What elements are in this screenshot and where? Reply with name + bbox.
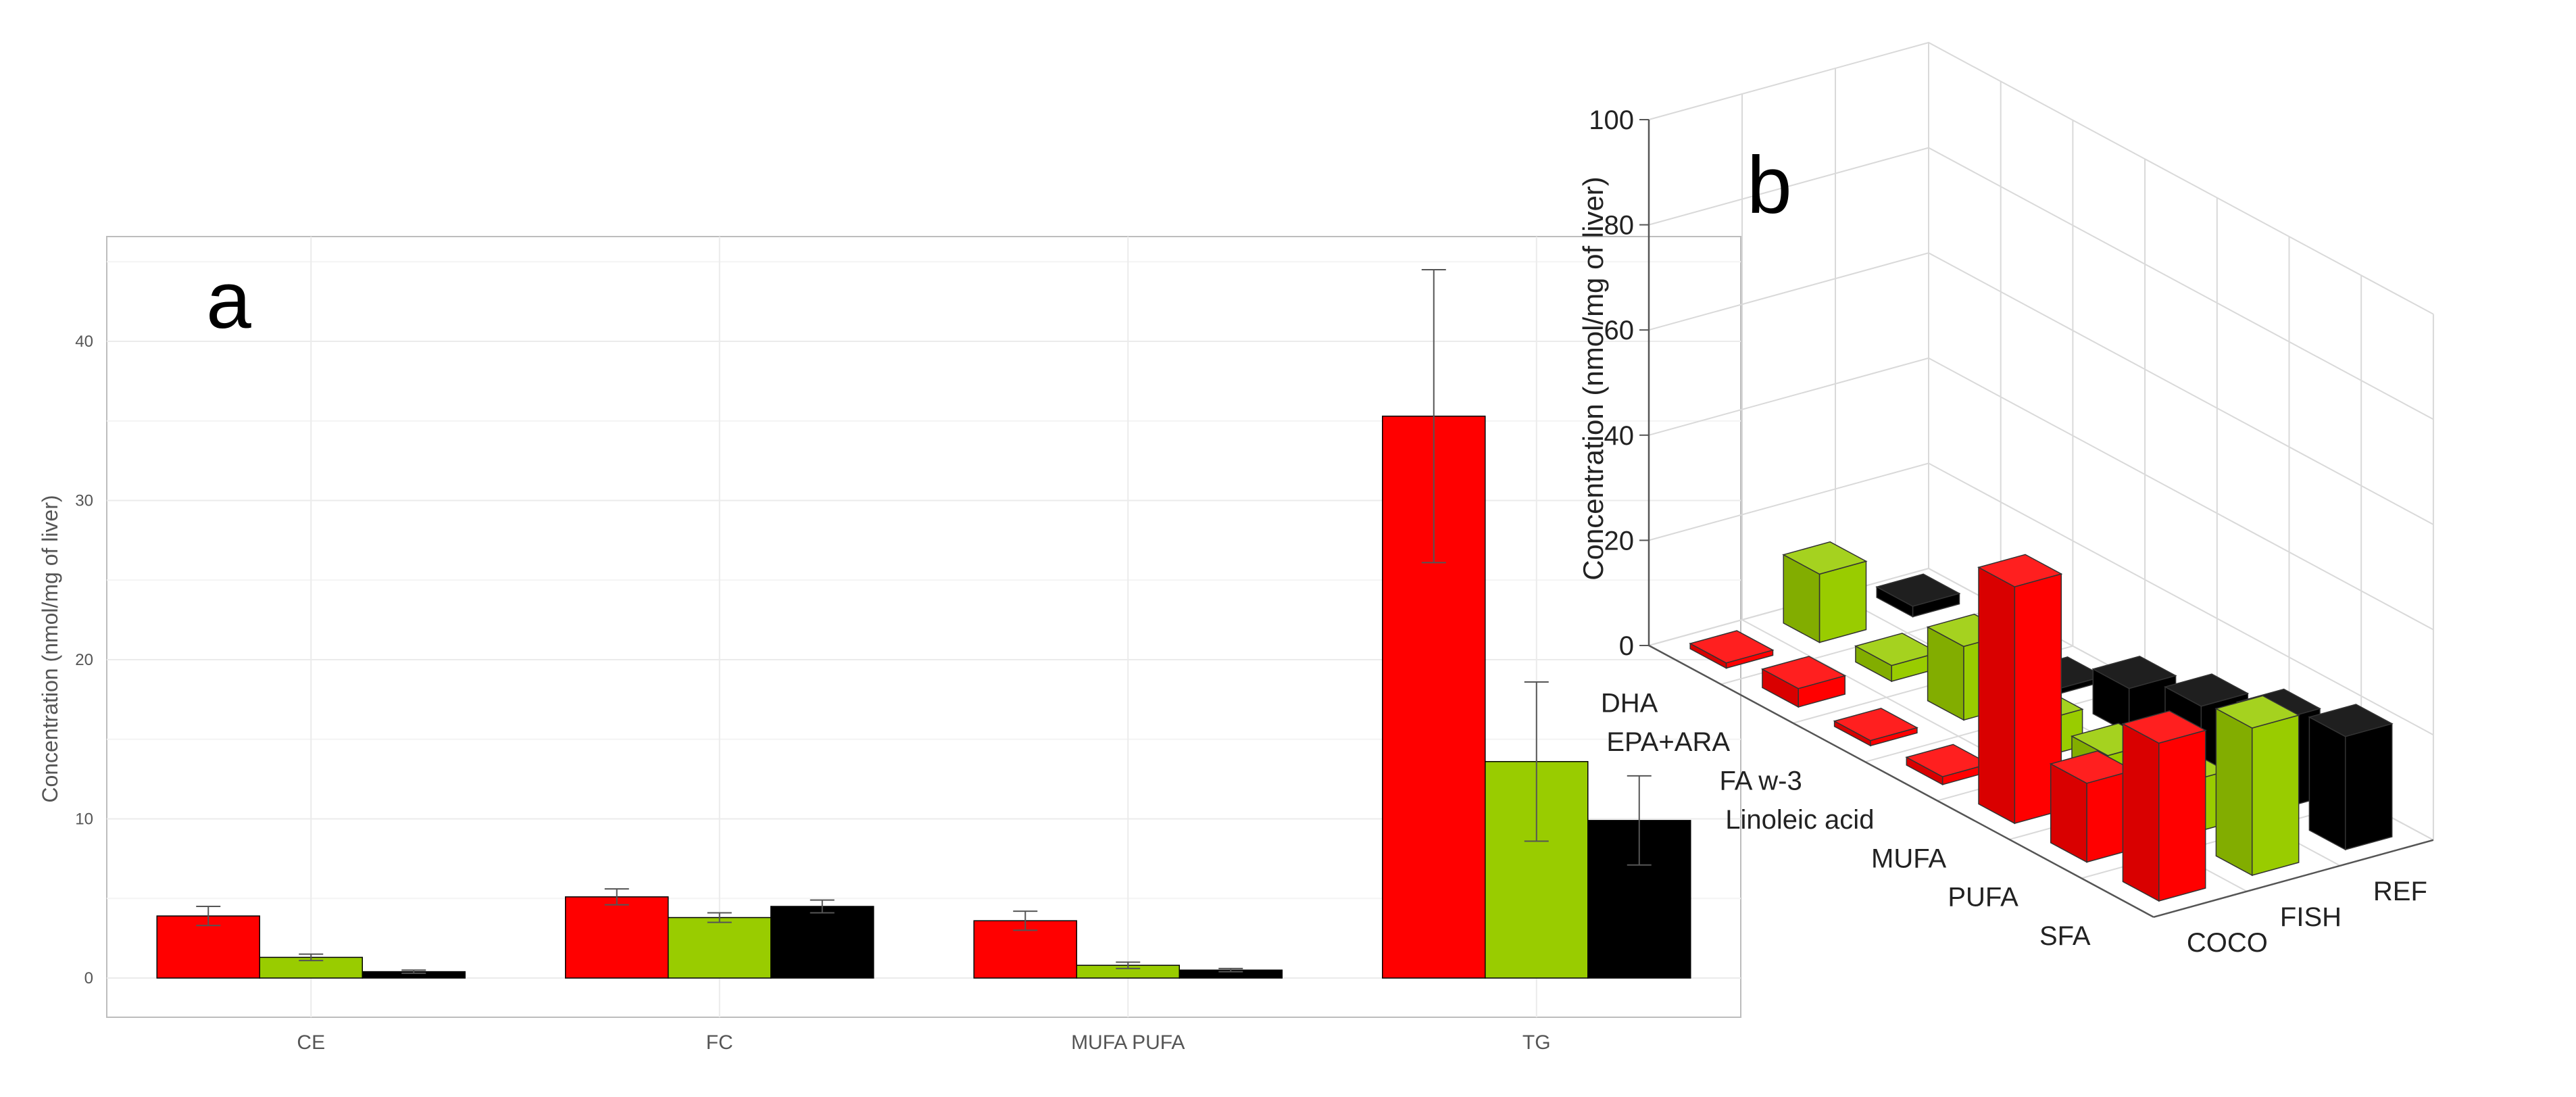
- panel-b-z-ticks: 0 20 40 60 80 100: [1589, 105, 1649, 661]
- panel-b-3d-bar-chart: 0 20 40 60 80 100 DHA EPA+ARA FA w-3 Linoleic ac…: [1577, 41, 2434, 958]
- category-label-fa-w-3: FA w-3: [1719, 766, 1802, 796]
- group-label-coco: COCO: [2187, 928, 2268, 958]
- error-bar-tg-coco: [1421, 269, 1446, 564]
- x-tick-label-ce: CE: [297, 1031, 325, 1054]
- bar3d-epa-ara-fish: [1854, 633, 1940, 683]
- category-label-sfa: SFA: [2039, 921, 2091, 951]
- error-bar-ce-fish: [299, 953, 324, 962]
- category-label-epa-ara: EPA+ARA: [1606, 727, 1730, 757]
- bar3d-sfa-fish: [2214, 695, 2300, 877]
- bar3d-pufa-coco: [2049, 750, 2135, 863]
- panel-b-z-axis-label: Concentration (nmol/mg of liver): [1577, 176, 1609, 581]
- x-tick-label-tg: TG: [1522, 1031, 1551, 1054]
- category-label-mufa: MUFA: [1871, 844, 1946, 873]
- y-tick-label: 0: [84, 969, 93, 988]
- panel-b-bars: [1689, 541, 2394, 902]
- y-tick-label: 10: [75, 810, 93, 829]
- error-bar-ce-ref: [401, 969, 426, 974]
- bar3d-mufa-coco: [1977, 554, 2063, 825]
- panel-a-y-axis-label: Concentration (nmol/mg of liver): [38, 495, 62, 802]
- error-bar-tg-fish: [1524, 681, 1549, 842]
- z-tick-label: 40: [1604, 421, 1635, 451]
- bar3d-fa-w-3-coco: [1833, 708, 1918, 747]
- category-label-dha: DHA: [1601, 689, 1658, 718]
- error-bar-mufa-pufa-ref: [1218, 967, 1243, 973]
- z-tick-label: 0: [1619, 631, 1634, 661]
- error-bar-fc-fish: [707, 912, 732, 923]
- panel-a-label: a: [206, 255, 251, 345]
- error-bar-fc-coco: [604, 888, 629, 906]
- bar-fc-fish: [668, 917, 772, 979]
- category-label-linoleic-acid: Linoleic acid: [1725, 805, 1874, 835]
- panel-b-label: b: [1747, 140, 1792, 230]
- group-label-fish: FISH: [2280, 902, 2342, 932]
- panel-b-group-labels: COCO FISH REF: [2187, 877, 2427, 958]
- group-label-ref: REF: [2373, 877, 2427, 906]
- panel-a-bar-chart: 0 10 20 30 40 CE FC MUFA PUFA TG Concentration …: [38, 236, 1741, 1054]
- panel-a-error-bars: [196, 269, 1652, 974]
- bar3d-dha-coco: [1689, 630, 1775, 669]
- error-bar-tg-ref: [1627, 775, 1652, 866]
- panel-a-y-ticks: 0 10 20 30 40: [75, 333, 93, 988]
- z-gridline: [1648, 252, 2434, 525]
- category-axis-line: [1648, 644, 2154, 918]
- y-tick-label: 20: [75, 651, 93, 669]
- z-tick-label: 100: [1589, 105, 1634, 135]
- bar3d-epa-ara-coco: [1760, 656, 1847, 708]
- x-tick-label-mufa-pufa: MUFA PUFA: [1071, 1031, 1185, 1054]
- z-tick-label: 20: [1604, 526, 1635, 556]
- z-tick-label: 80: [1604, 211, 1635, 241]
- bar3d-sfa-ref: [2308, 704, 2394, 851]
- error-bar-mufa-pufa-coco: [1013, 910, 1038, 931]
- bar3d-dha-ref: [1875, 573, 1961, 618]
- bar-ce-fish: [259, 956, 363, 979]
- error-bar-fc-ref: [810, 899, 835, 914]
- panel-a-x-ticks: CE FC MUFA PUFA TG: [297, 1031, 1550, 1054]
- bar-fc-ref: [770, 906, 874, 979]
- bar-fc-coco: [565, 896, 669, 979]
- bar3d-dha-fish: [1782, 541, 1868, 643]
- bar3d-sfa-coco: [2121, 710, 2207, 902]
- z-tick-label: 60: [1604, 316, 1635, 345]
- bar3d-linoleic-acid-coco: [1905, 743, 1991, 786]
- error-bar-ce-coco: [196, 906, 221, 927]
- category-label-pufa: PUFA: [1948, 883, 2018, 912]
- bar-ce-coco: [156, 915, 260, 979]
- x-tick-label-fc: FC: [706, 1031, 733, 1054]
- y-tick-label: 40: [75, 333, 93, 351]
- y-tick-label: 30: [75, 492, 93, 510]
- error-bar-mufa-pufa-fish: [1116, 961, 1141, 969]
- group-axis-line: [2153, 839, 2434, 919]
